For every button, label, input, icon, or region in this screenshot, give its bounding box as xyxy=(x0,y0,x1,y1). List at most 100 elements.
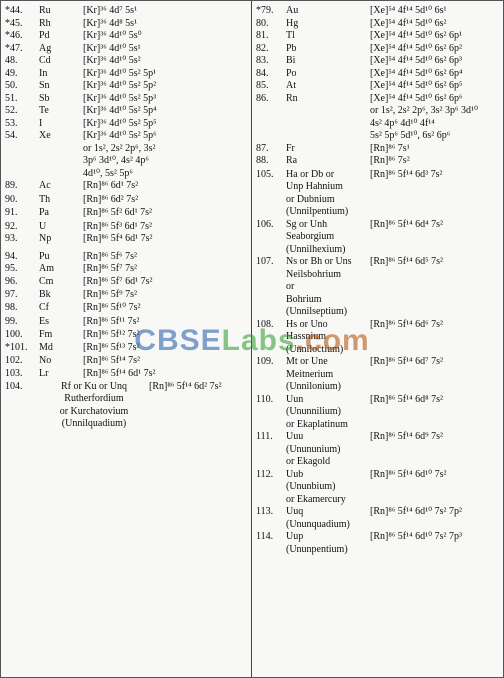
table-row: or Ekamercury xyxy=(252,494,503,507)
element-symbol: Uuu xyxy=(286,431,370,443)
element-symbol: Fm xyxy=(39,329,83,341)
element-symbol: Ac xyxy=(39,180,83,192)
atomic-number xyxy=(256,494,286,506)
electron-configuration: [Kr]³⁶ 4d¹⁰ 5s⁰ xyxy=(83,30,247,42)
table-row: 86.Rn[Xe]⁵⁴ 4f¹⁴ 5d¹⁰ 6s² 6p⁶ xyxy=(252,93,503,106)
atomic-number: 107. xyxy=(256,256,286,268)
electron-configuration: [Xe]⁵⁴ 4f¹⁴ 5d¹⁰ 6s² 6p⁴ xyxy=(370,68,499,80)
atomic-number xyxy=(256,206,286,218)
atomic-number: 102. xyxy=(5,355,39,367)
table-row: 4s² 4p⁶ 4d¹⁰ 4f¹⁴ xyxy=(252,118,503,131)
electron-configuration: [Rn]⁸⁶ 7s¹ xyxy=(370,143,499,155)
electron-configuration: [Rn]⁸⁶ 5f⁷ 6d¹ 7s² xyxy=(83,276,247,288)
element-symbol: or Kurchatovium xyxy=(39,406,149,418)
element-symbol: Np xyxy=(39,233,83,245)
element-symbol: Au xyxy=(286,5,370,17)
electron-configuration: [Kr]³⁶ 4d¹⁰ 5s² 5p⁶ xyxy=(83,130,247,142)
atomic-number: 105. xyxy=(256,169,286,181)
table-row: (Unnilonium) xyxy=(252,381,503,394)
element-symbol: Pu xyxy=(39,251,83,263)
element-symbol xyxy=(286,130,370,142)
electron-configuration: [Rn]⁸⁶ 5f¹⁴ 6d⁶ 7s² xyxy=(370,319,499,331)
element-symbol: Rf or Ku or Unq xyxy=(39,381,149,393)
table-row: 4d¹⁰, 5s² 5p⁶ xyxy=(1,168,251,181)
element-symbol: Seaborgium xyxy=(286,231,370,243)
element-symbol: Hs or Uno xyxy=(286,319,370,331)
atomic-number xyxy=(256,344,286,356)
atomic-number: 86. xyxy=(256,93,286,105)
atomic-number: 90. xyxy=(5,194,39,206)
electron-configuration: [Kr]³⁶ 4d⁸ 5s¹ xyxy=(83,18,247,30)
electron-configuration: [Rn]⁸⁶ 6d² 7s² xyxy=(83,194,247,206)
atomic-number xyxy=(5,393,39,405)
element-symbol: Es xyxy=(39,316,83,328)
table-row: 94.Pu[Rn]⁸⁶ 5f⁶ 7s² xyxy=(1,251,251,264)
table-row: (Unniloctium) xyxy=(252,344,503,357)
electron-configuration xyxy=(370,206,499,218)
atomic-number xyxy=(5,168,39,180)
electron-configuration: or 1s², 2s² 2p⁶, 3s² 3p⁶ 3d¹⁰ xyxy=(370,105,499,117)
electron-configuration: [Rn]⁸⁶ 5f¹⁴ 6d⁴ 7s² xyxy=(370,219,499,231)
atomic-number xyxy=(256,194,286,206)
electron-configuration xyxy=(370,231,499,243)
element-symbol: No xyxy=(39,355,83,367)
element-symbol: Unp Hahnium xyxy=(286,181,370,193)
element-symbol: Uuq xyxy=(286,506,370,518)
element-symbol: In xyxy=(39,68,83,80)
element-symbol: Cd xyxy=(39,55,83,67)
table-row: 114.Uup[Rn]⁸⁶ 5f¹⁴ 6d¹⁰ 7s² 7p³ xyxy=(252,531,503,544)
atomic-number: *47. xyxy=(5,43,39,55)
element-symbol: Uun xyxy=(286,394,370,406)
table-row: 80.Hg[Xe]⁵⁴ 4f¹⁴ 5d¹⁰ 6s² xyxy=(252,18,503,31)
atomic-number xyxy=(256,281,286,293)
electron-configuration: [Rn]⁸⁶ 5f¹⁴ 6d⁵ 7s² xyxy=(370,256,499,268)
element-symbol: Hg xyxy=(286,18,370,30)
table-row: 88.Ra[Rn]⁸⁶ 7s² xyxy=(252,155,503,168)
element-symbol: Ra xyxy=(286,155,370,167)
element-symbol: (Ununpentium) xyxy=(286,544,370,556)
element-symbol: Pb xyxy=(286,43,370,55)
table-row: 89.Ac[Rn]⁸⁶ 6d¹ 7s² xyxy=(1,180,251,193)
table-row: (Unununium) xyxy=(252,444,503,457)
atomic-number xyxy=(256,331,286,343)
table-row: *44.Ru[Kr]³⁶ 4d⁷ 5s¹ xyxy=(1,5,251,18)
electron-configuration xyxy=(370,519,499,531)
element-symbol: Uup xyxy=(286,531,370,543)
atomic-number: 51. xyxy=(5,93,39,105)
atomic-number: 104. xyxy=(5,381,39,393)
table-row: 82.Pb[Xe]⁵⁴ 4f¹⁴ 5d¹⁰ 6s² 6p² xyxy=(252,43,503,56)
page: *44.Ru[Kr]³⁶ 4d⁷ 5s¹*45.Rh[Kr]³⁶ 4d⁸ 5s¹… xyxy=(0,0,504,678)
table-row: 52.Te[Kr]³⁶ 4d¹⁰ 5s² 5p⁴ xyxy=(1,105,251,118)
electron-configuration xyxy=(370,369,499,381)
atomic-number: 48. xyxy=(5,55,39,67)
electron-configuration: [Rn]⁸⁶ 5f¹⁴ 6d⁸ 7s² xyxy=(370,394,499,406)
table-row: Bohrium xyxy=(252,294,503,307)
table-row: 3p⁶ 3d¹⁰, 4s² 4p⁶ xyxy=(1,155,251,168)
electron-configuration xyxy=(370,181,499,193)
element-symbol: At xyxy=(286,80,370,92)
element-symbol: Ns or Bh or Uns xyxy=(286,256,370,268)
table-row: (Ununquadium) xyxy=(252,519,503,532)
element-symbol: Tl xyxy=(286,30,370,42)
atomic-number xyxy=(5,143,39,155)
table-row: Seaborgium xyxy=(252,231,503,244)
atomic-number: 50. xyxy=(5,80,39,92)
atomic-number: 113. xyxy=(256,506,286,518)
atomic-number: 89. xyxy=(5,180,39,192)
atomic-number: 103. xyxy=(5,368,39,380)
atomic-number: *101. xyxy=(5,342,39,354)
table-row: 87.Fr[Rn]⁸⁶ 7s¹ xyxy=(252,143,503,156)
electron-configuration xyxy=(370,281,499,293)
table-row: 103.Lr[Rn]⁸⁶ 5f¹⁴ 6d¹ 7s² xyxy=(1,368,251,381)
element-symbol: U xyxy=(39,221,83,233)
element-symbol: or Ekamercury xyxy=(286,494,370,506)
electron-configuration: 4d¹⁰, 5s² 5p⁶ xyxy=(83,168,247,180)
element-symbol: Te xyxy=(39,105,83,117)
table-row: Meitnerium xyxy=(252,369,503,382)
table-row: 51.Sb[Kr]³⁶ 4d¹⁰ 5s² 5p³ xyxy=(1,93,251,106)
element-symbol xyxy=(39,168,83,180)
atomic-number: 99. xyxy=(5,316,39,328)
table-row: 81.Tl[Xe]⁵⁴ 4f¹⁴ 5d¹⁰ 6s² 6p¹ xyxy=(252,30,503,43)
element-symbol: or Dubnium xyxy=(286,194,370,206)
electron-configuration: [Rn]⁸⁶ 5f¹³ 7s² xyxy=(83,342,247,354)
